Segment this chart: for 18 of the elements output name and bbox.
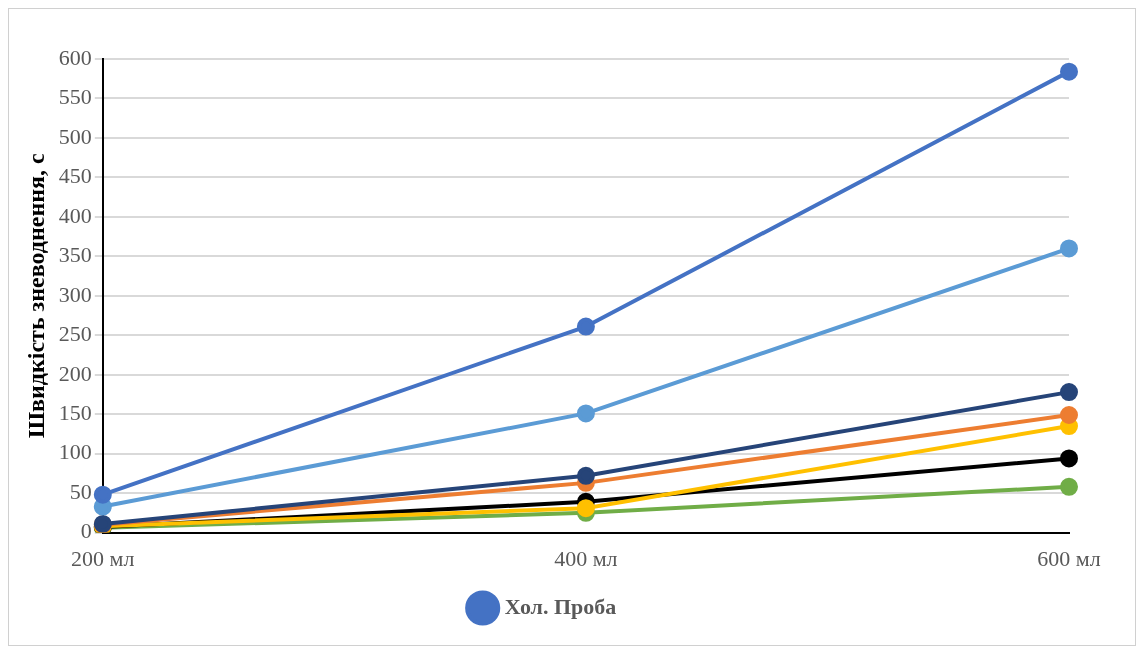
legend-label: Хол. Проба	[504, 593, 617, 619]
y-tick-label: 0	[80, 518, 92, 544]
y-tick-label: 550	[58, 84, 92, 110]
x-tick-label: 400 мл	[554, 545, 618, 571]
x-tick-label: 200 мл	[71, 545, 135, 571]
y-tick-label: 400	[58, 202, 92, 228]
y-tick-label: 600	[58, 44, 92, 70]
y-tick-label: 100	[58, 439, 92, 465]
y-tick-label: 350	[58, 242, 92, 268]
y-tick-label: 500	[58, 123, 92, 149]
y-tick-label: 50	[69, 478, 92, 504]
y-tick-label: 200	[58, 360, 92, 386]
y-axis-title: Швидкість зневоднення, с	[22, 152, 49, 439]
y-tick-label: 250	[58, 321, 92, 347]
y-tick-label: 300	[58, 281, 92, 307]
x-tick-label: 600 мл	[1037, 545, 1101, 571]
y-tick-label: 150	[58, 399, 92, 425]
y-tick-label: 450	[58, 163, 92, 189]
